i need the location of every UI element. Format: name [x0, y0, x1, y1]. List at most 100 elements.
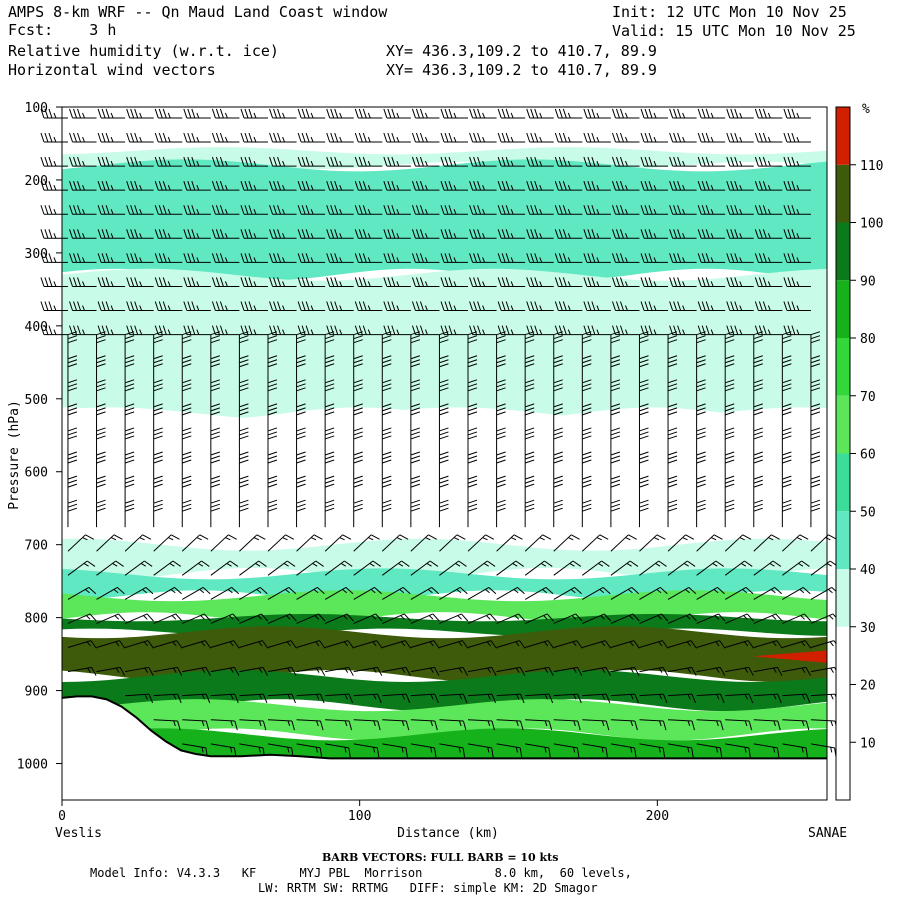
wind-barb: [69, 229, 97, 239]
wind-barb: [354, 156, 383, 167]
wind-barb: [526, 277, 554, 287]
wind-barb: [640, 277, 669, 287]
wind-barb: [638, 403, 649, 431]
wind-barb: [724, 613, 754, 624]
wind-barb: [553, 427, 563, 455]
wind-barb: [610, 719, 638, 731]
wind-barb: [96, 475, 106, 504]
wind-barb: [238, 355, 249, 383]
wind-barb: [697, 253, 726, 263]
wind-barb: [553, 719, 581, 731]
wind-barb: [267, 640, 297, 649]
wind-barb: [410, 743, 437, 758]
wind-barb: [381, 451, 392, 480]
wind-barb: [126, 205, 154, 215]
wind-barb: [211, 301, 240, 312]
wind-barb: [753, 743, 780, 758]
wind-barb: [96, 427, 106, 455]
wind-barb: [211, 205, 240, 215]
wind-barb: [753, 499, 763, 528]
wind-barb: [467, 379, 478, 407]
colorbar-segment: [836, 280, 850, 338]
wind-barb: [610, 475, 621, 504]
wind-barb: [639, 666, 669, 676]
wind-barb: [553, 640, 583, 649]
wind-barb: [438, 499, 449, 528]
wind-barb: [326, 253, 354, 263]
wind-barb: [583, 181, 611, 191]
wind-barb: [781, 451, 792, 480]
wind-barb: [325, 743, 351, 758]
wind-barb: [296, 719, 324, 731]
wind-barb: [438, 451, 449, 480]
wind-barb: [269, 253, 297, 263]
wind-barb: [181, 560, 210, 576]
wind-barb: [467, 719, 495, 731]
wind-barb: [211, 253, 240, 263]
wind-barb: [183, 181, 211, 191]
wind-barb: [126, 301, 154, 312]
wind-barb: [410, 355, 421, 383]
wind-barb: [210, 613, 240, 624]
wind-barb: [381, 499, 392, 528]
wind-barb: [296, 534, 323, 552]
wind-barb: [382, 743, 408, 758]
wind-barb: [553, 586, 582, 600]
wind-barb: [525, 666, 554, 676]
wind-barb: [97, 277, 126, 287]
init-time: Init: 12 UTC Mon 10 Nov 25: [612, 3, 847, 21]
wind-barb: [668, 719, 696, 731]
wind-barb: [469, 277, 497, 287]
wind-barb: [382, 613, 412, 624]
wind-barb: [524, 586, 554, 600]
wind-barb: [496, 666, 526, 676]
wind-barb: [353, 379, 363, 407]
wind-barb: [667, 403, 678, 431]
wind-barb: [467, 586, 497, 600]
wind-barb: [153, 427, 163, 455]
wind-barb: [525, 640, 555, 649]
wind-barb: [783, 156, 811, 167]
wind-barb: [667, 475, 678, 504]
wind-barb: [669, 156, 697, 167]
wind-barb: [667, 586, 697, 600]
wind-barb: [354, 132, 383, 143]
wind-barb: [754, 156, 783, 167]
wind-barb: [496, 640, 526, 649]
wind-barb: [496, 586, 525, 600]
wind-barb: [469, 205, 497, 215]
wind-barb: [610, 586, 640, 600]
xy-range-2: XY= 436.3,109.2 to 410.7, 89.9: [386, 61, 657, 79]
wind-barb: [667, 451, 678, 480]
wind-barb: [153, 403, 163, 431]
wind-barb: [640, 205, 669, 215]
wind-barb: [669, 229, 697, 239]
y-tick-label: 800: [25, 612, 48, 627]
wind-barb: [497, 229, 526, 239]
wind-barb: [497, 181, 526, 191]
wind-barb: [383, 301, 411, 312]
wind-barb: [154, 277, 183, 287]
wind-barb: [781, 355, 792, 383]
wind-barb: [126, 156, 154, 167]
wind-barb: [667, 379, 678, 407]
plot-frame: [61, 106, 828, 801]
wind-barb: [781, 379, 792, 407]
wind-barb: [754, 205, 783, 215]
wind-barb: [183, 205, 211, 215]
wind-barb: [210, 640, 240, 649]
wind-barb: [154, 108, 183, 119]
wind-barb: [467, 693, 496, 704]
wind-barb: [383, 156, 411, 167]
wind-barb: [696, 499, 706, 528]
wind-barb: [238, 499, 249, 528]
wind-barb: [296, 499, 306, 528]
wind-barb: [497, 301, 526, 312]
wind-barb: [326, 277, 354, 287]
wind-barb: [611, 181, 640, 191]
wind-barb: [583, 108, 611, 119]
wind-barb: [183, 229, 211, 239]
wind-barb: [583, 301, 611, 312]
wind-barb: [439, 586, 468, 600]
wind-barb: [496, 427, 506, 455]
